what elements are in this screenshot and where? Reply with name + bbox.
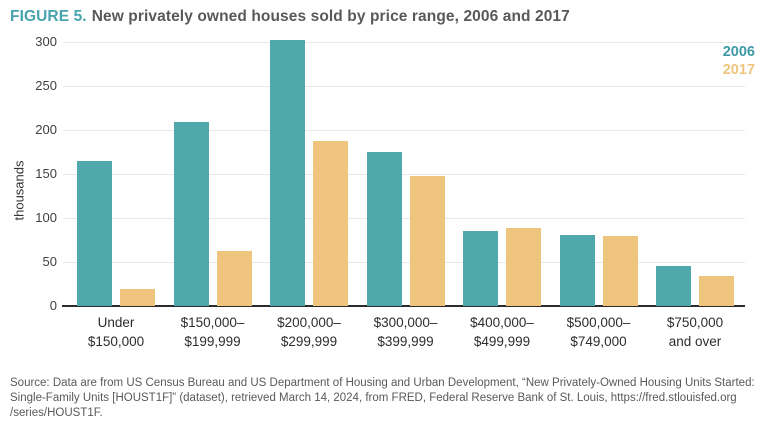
gridline-50 [63,262,745,263]
x-axis-label-line: $199,999 [184,334,241,349]
x-axis-label-line: $500,000– [566,315,631,330]
figure-number-label: FIGURE 5. [10,8,87,25]
x-axis-label-line: $749,000 [570,334,627,349]
bar-2017-7 [699,276,734,306]
bar-2017-3 [313,140,348,306]
source-note-line: Source: Data are from US Census Bureau a… [10,377,755,389]
source-note: Source: Data are from US Census Bureau a… [10,376,755,421]
x-axis-label-line: $300,000– [373,315,438,330]
x-axis-label-line: $750,000 [666,315,724,330]
x-axis-label-line: and over [668,334,722,349]
x-axis-line [62,305,745,307]
bar-2017-4 [409,175,445,306]
gridline-100 [63,218,745,219]
y-tick-label-150: 150 [35,166,57,181]
x-axis-label-4: $300,000– $399,999 [348,313,464,351]
gridline-300 [63,42,745,43]
y-tick-label-200: 200 [35,122,57,137]
x-axis-label-7: $750,000 and over [637,313,753,351]
y-tick-label-300: 300 [35,34,57,49]
bar-2006-3 [270,40,305,306]
legend-item-2017: 2017 [722,62,755,78]
x-axis-label-1: Under $150,000 [58,313,174,351]
bar-2017-2 [216,251,252,306]
chart-legend: 2006 2017 [723,43,755,79]
bar-2006-1 [77,160,112,306]
x-axis-label-line: $150,000– [180,315,245,330]
x-axis-label-line: $399,999 [377,334,434,349]
bar-2017-5 [506,227,541,306]
bar-2006-5 [463,231,498,306]
gridline-200 [63,130,745,131]
y-tick-label-0: 0 [49,298,57,313]
gridline-250 [63,86,745,87]
x-axis-label-line: $200,000– [277,315,341,330]
x-axis-label-3: $200,000– $299,999 [251,313,367,351]
bar-2017-6 [602,235,638,306]
figure-title-text: New privately owned houses sold by price… [91,8,570,25]
bar-2017-1 [120,289,155,306]
x-axis-label-line: Under [97,315,135,330]
legend-item-2006: 2006 [722,44,755,60]
figure-title: FIGURE 5. New privately owned houses sold… [10,8,570,26]
x-axis-label-line: $150,000 [87,334,145,349]
x-axis-label-6: $500,000– $749,000 [541,313,657,351]
bar-2006-2 [173,122,209,306]
x-axis-label-line: $499,999 [473,334,531,349]
gridline-150 [63,174,745,175]
x-axis-label-5: $400,000– $499,999 [444,313,560,351]
y-tick-label-250: 250 [35,78,57,93]
x-axis-label-2: $150,000– $199,999 [155,313,271,351]
source-note-line: /series/HOUST1F. [10,407,103,419]
bar-2006-7 [656,266,691,306]
y-tick-label-50: 50 [42,254,57,269]
source-note-line: Single-Family Units [HOUST1F]” (dataset)… [10,392,737,404]
bar-2006-6 [559,234,595,306]
bar-2006-4 [366,152,402,306]
x-axis-label-line: $400,000– [470,315,534,330]
y-tick-label-100: 100 [35,210,57,225]
x-axis-label-line: $299,999 [280,334,338,349]
